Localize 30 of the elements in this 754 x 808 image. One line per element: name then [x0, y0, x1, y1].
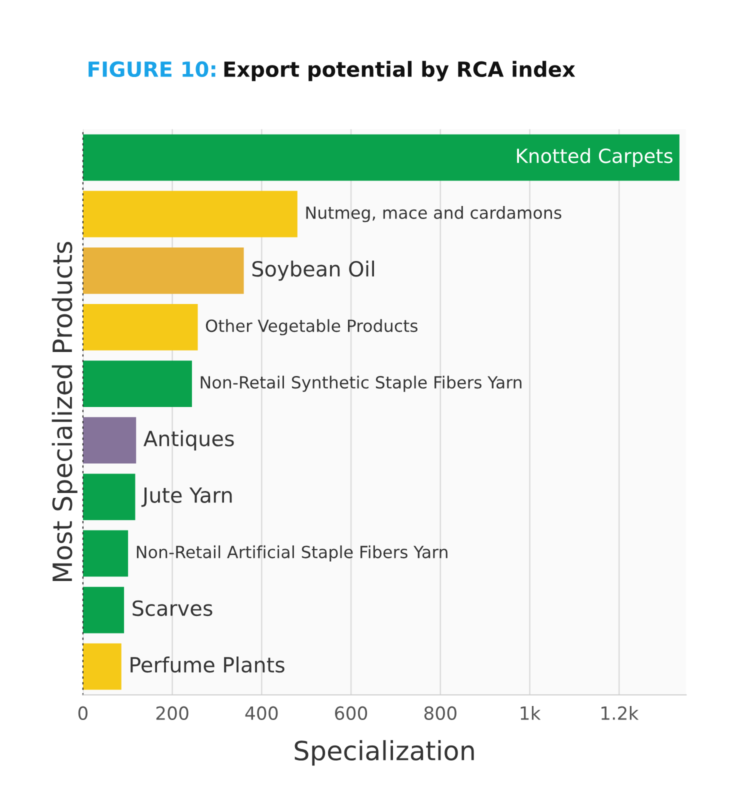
- x-tick-label: 1.2k: [602, 706, 639, 720]
- bar: [82, 304, 198, 350]
- bar: [82, 586, 124, 634]
- bar: [82, 417, 136, 464]
- bar: [82, 247, 244, 294]
- bar: [82, 530, 128, 577]
- x-tick-label: 0: [78, 706, 88, 720]
- y-tick-label: Other Vegetable Products: [206, 319, 418, 336]
- bar: [82, 360, 192, 407]
- y-tick-label: Antiques: [144, 430, 234, 450]
- bar: [82, 190, 298, 238]
- x-tick-label: 800: [424, 706, 456, 720]
- bar: [82, 643, 122, 690]
- chart-title: FIGURE 10: Export potential by RCA index: [88, 60, 576, 82]
- y-tick-label: Jute Yarn: [141, 487, 232, 507]
- bar: [82, 134, 680, 181]
- y-tick-label: Non-Retail Synthetic Staple Fibers Yarn: [200, 376, 522, 392]
- y-tick-label: Scarves: [132, 600, 212, 616]
- y-tick-label: Knotted Carpets: [517, 148, 672, 167]
- x-tick-label: 600: [335, 706, 368, 720]
- x-axis-title: Specialization: [294, 740, 474, 766]
- x-tick-label: 400: [245, 706, 278, 720]
- y-tick-label: Nutmeg, mace and cardamons: [306, 206, 562, 222]
- x-tick-label: 200: [156, 706, 188, 720]
- bar: [82, 474, 136, 520]
- y-axis-title: Most Specialized Products: [52, 242, 78, 581]
- y-tick-label: Soybean Oil: [252, 260, 374, 281]
- y-tick-label: Perfume Plants: [130, 656, 284, 673]
- y-tick-label: Non-Retail Artificial Staple Fibers Yarn: [136, 545, 448, 562]
- x-tick-label: 1k: [520, 706, 541, 720]
